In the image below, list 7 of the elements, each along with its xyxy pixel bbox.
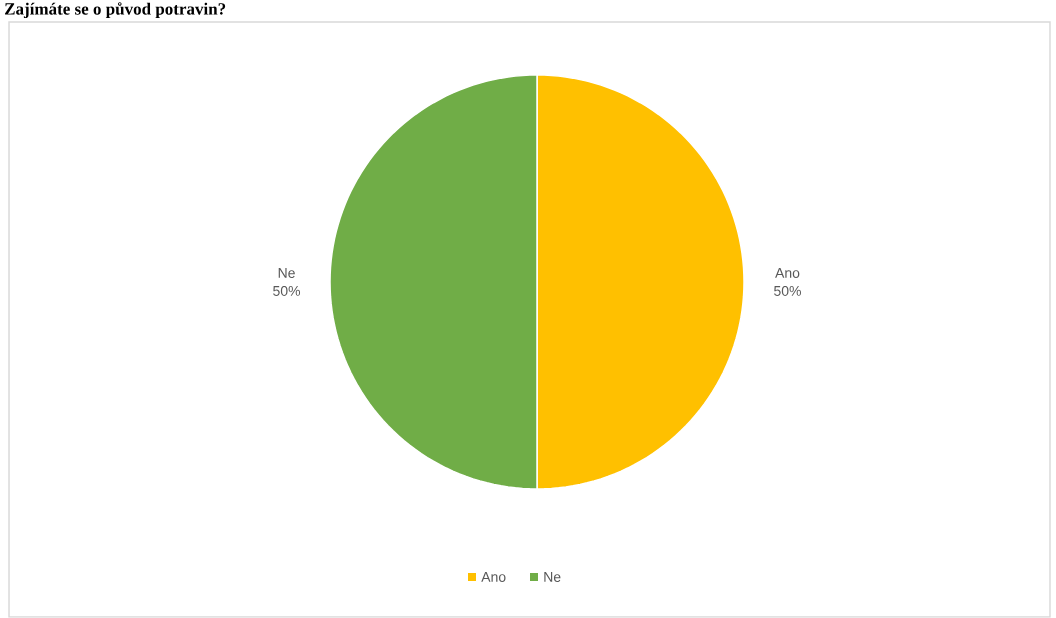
data-label: 50% [273, 286, 301, 297]
slice-label: Ne [278, 268, 295, 279]
legend-label: Ne [544, 572, 561, 583]
data-label: 50% [774, 286, 801, 297]
legend-label: Ano [481, 572, 506, 583]
text: Zajímáte se o původ potravin? [5, 2, 226, 19]
slice-label: Ano [775, 268, 800, 279]
